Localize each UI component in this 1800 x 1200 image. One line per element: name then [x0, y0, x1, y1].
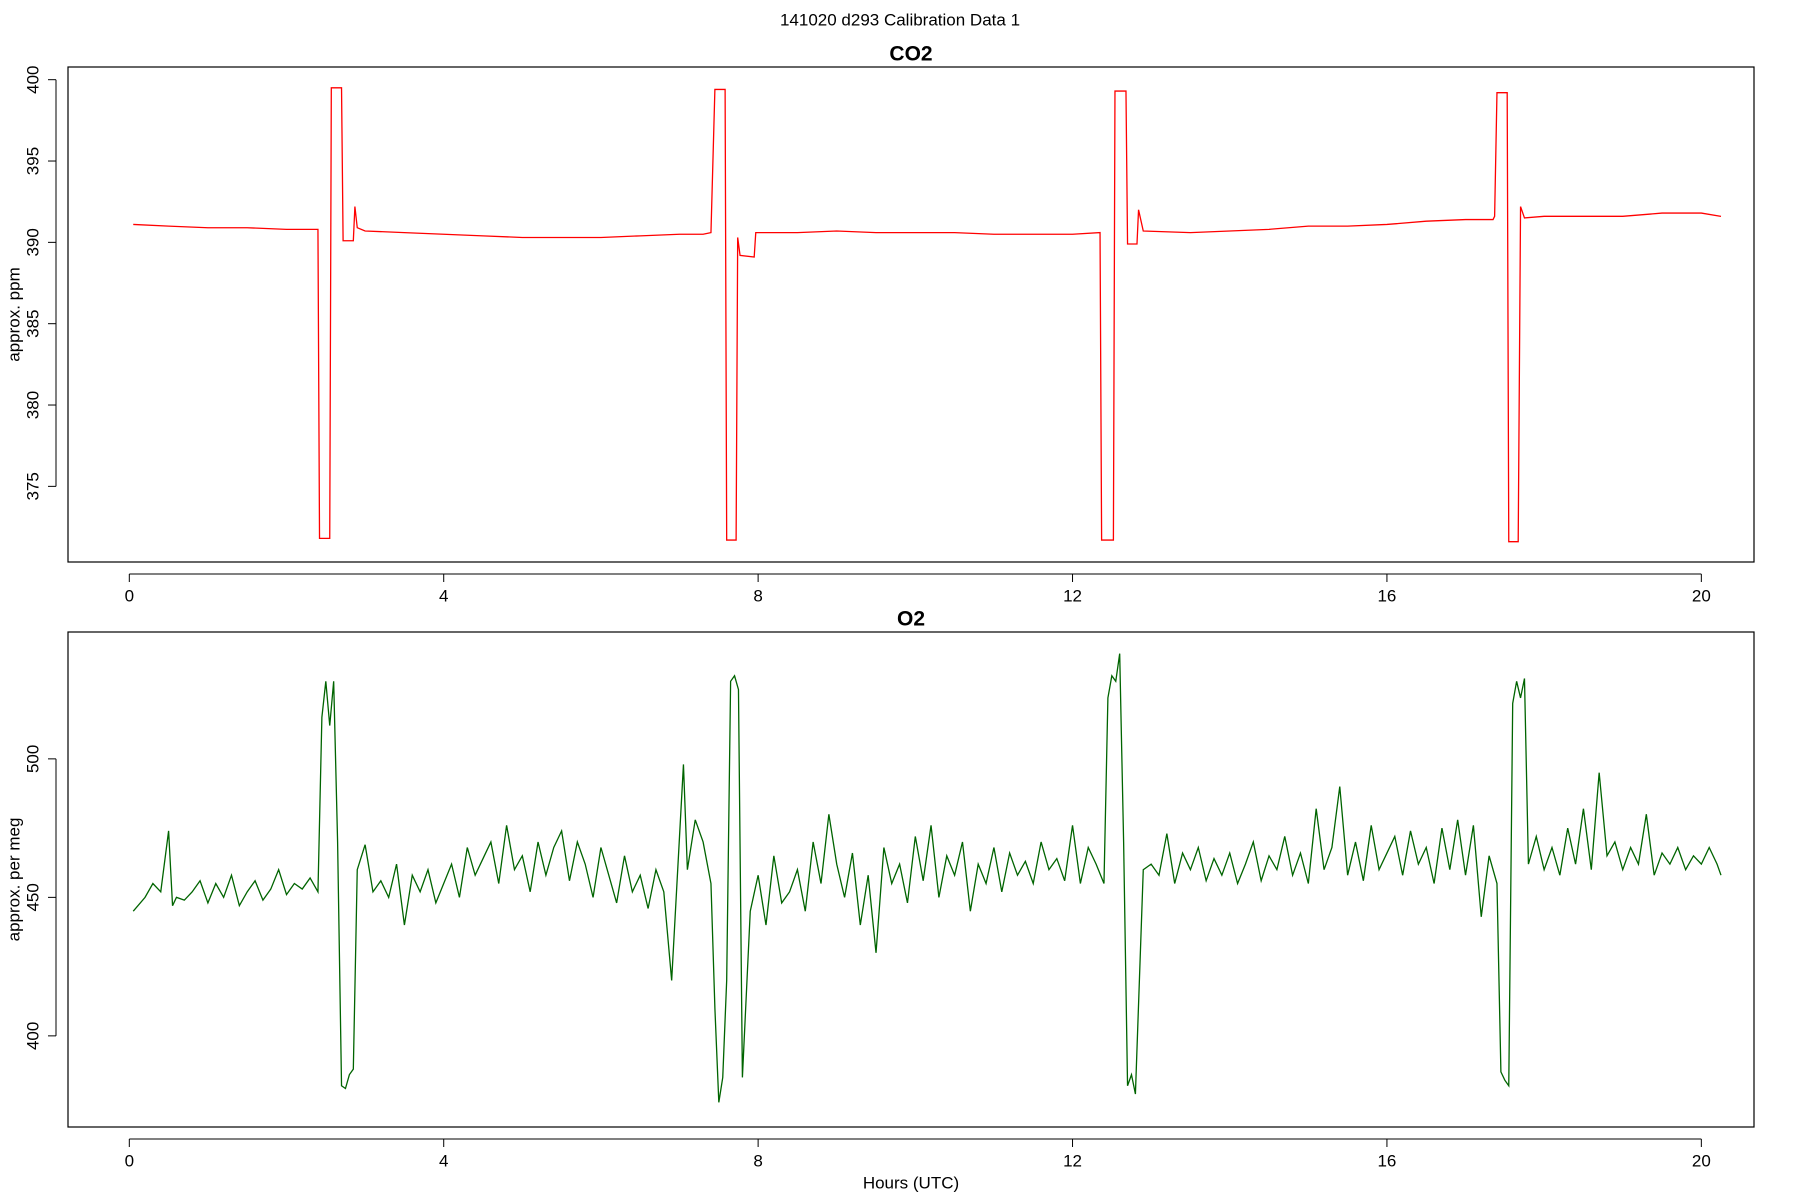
y-tick-label: 400: [23, 66, 42, 94]
x-tick-label: 12: [1063, 1151, 1082, 1170]
plot-frame: [67, 631, 1755, 1128]
chart-title: O2: [897, 608, 925, 631]
x-tick-label: 0: [125, 586, 134, 605]
y-axis-label: approx. per meg: [4, 818, 23, 942]
x-tick-label: 4: [439, 586, 448, 605]
chart-title: CO2: [889, 43, 932, 66]
figure-title: 141020 d293 Calibration Data 1: [780, 10, 1020, 29]
x-tick-label: 8: [753, 586, 762, 605]
x-tick-label: 0: [125, 1151, 134, 1170]
data-line: [133, 87, 1722, 543]
y-tick-label: 450: [23, 883, 42, 911]
x-tick-label: 12: [1063, 586, 1082, 605]
x-tick-label: 8: [753, 1151, 762, 1170]
x-tick-label: 20: [1692, 586, 1711, 605]
y-tick-label: 500: [23, 745, 42, 773]
y-tick-label: 395: [23, 147, 42, 175]
x-tick-label: 20: [1692, 1151, 1711, 1170]
y-tick-label: 400: [23, 1022, 42, 1050]
y-tick-label: 390: [23, 228, 42, 256]
y-tick-label: 385: [23, 310, 42, 338]
x-tick-label: 16: [1377, 586, 1396, 605]
data-line: [132, 653, 1722, 1103]
x-tick-label: 16: [1377, 1151, 1396, 1170]
plot-frame: [67, 66, 1755, 563]
y-axis-label: approx. ppm: [4, 267, 23, 362]
y-tick-label: 375: [23, 472, 42, 500]
y-tick-label: 380: [23, 391, 42, 419]
x-axis-label: Hours (UTC): [863, 1173, 959, 1192]
x-tick-label: 4: [439, 1151, 448, 1170]
